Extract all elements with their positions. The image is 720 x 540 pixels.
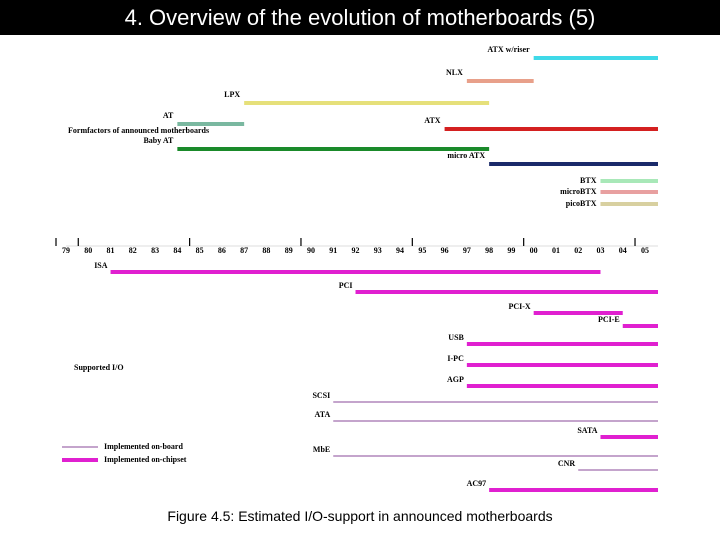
slide-title: 4. Overview of the evolution of motherbo…: [0, 0, 720, 35]
year-label: 02: [574, 246, 582, 255]
bar-label: I-PC: [447, 354, 464, 363]
year-label: 82: [129, 246, 137, 255]
year-label: 80: [84, 246, 92, 255]
year-label: 94: [396, 246, 404, 255]
year-label: 96: [441, 246, 449, 255]
timeline-figure: Formfactors of announced motherboards ATX…: [55, 45, 658, 492]
bar-label: BTX: [580, 176, 597, 185]
year-label: 00: [530, 246, 538, 255]
year-label: 01: [552, 246, 560, 255]
bar-label: ISA: [94, 261, 108, 270]
year-label: 05: [641, 246, 649, 255]
bar-label: MbE: [313, 445, 330, 454]
year-label: 90: [307, 246, 315, 255]
year-label: 97: [463, 246, 471, 255]
year-label: 88: [262, 246, 270, 255]
legend-label: Implemented on-chipset: [104, 455, 187, 464]
year-label: 79: [62, 246, 70, 255]
year-label: 85: [196, 246, 204, 255]
bar-label: ATX w/riser: [487, 45, 530, 54]
bar-label: NLX: [446, 68, 463, 77]
bar-label: AGP: [447, 375, 464, 384]
bar-label: picoBTX: [566, 199, 597, 208]
bar-label: microBTX: [560, 187, 597, 196]
year-label: 93: [374, 246, 382, 255]
bar-label: SATA: [577, 426, 597, 435]
section-heading: Formfactors of announced motherboards: [68, 126, 209, 135]
bar-label: micro ATX: [447, 151, 485, 160]
section-heading: Supported I/O: [74, 363, 124, 372]
bar-label: USB: [448, 333, 464, 342]
year-label: 99: [507, 246, 515, 255]
year-label: 98: [485, 246, 493, 255]
year-label: 86: [218, 246, 226, 255]
year-label: 83: [151, 246, 159, 255]
year-label: 89: [285, 246, 293, 255]
bar-label: LPX: [224, 90, 240, 99]
bar-label: AC97: [467, 479, 487, 488]
year-label: 87: [240, 246, 248, 255]
bar-label: ATX: [424, 116, 441, 125]
bar-label: AT: [163, 111, 174, 120]
year-label: 03: [596, 246, 604, 255]
bar-label: Baby AT: [143, 136, 174, 145]
bar-label: SCSI: [312, 391, 330, 400]
year-label: 92: [352, 246, 360, 255]
year-label: 95: [418, 246, 426, 255]
year-label: 04: [619, 246, 627, 255]
year-label: 81: [107, 246, 115, 255]
bar-label: PCI: [339, 281, 353, 290]
year-label: 91: [329, 246, 337, 255]
caption: Figure 4.5: Estimated I/O-support in ann…: [167, 508, 553, 524]
bar-label: ATA: [315, 410, 331, 419]
bar-label: PCI-X: [508, 302, 530, 311]
bar-label: PCI-E: [598, 315, 620, 324]
year-label: 84: [173, 246, 181, 255]
bar-label: CNR: [558, 459, 576, 468]
legend-label: Implemented on-board: [104, 442, 183, 451]
